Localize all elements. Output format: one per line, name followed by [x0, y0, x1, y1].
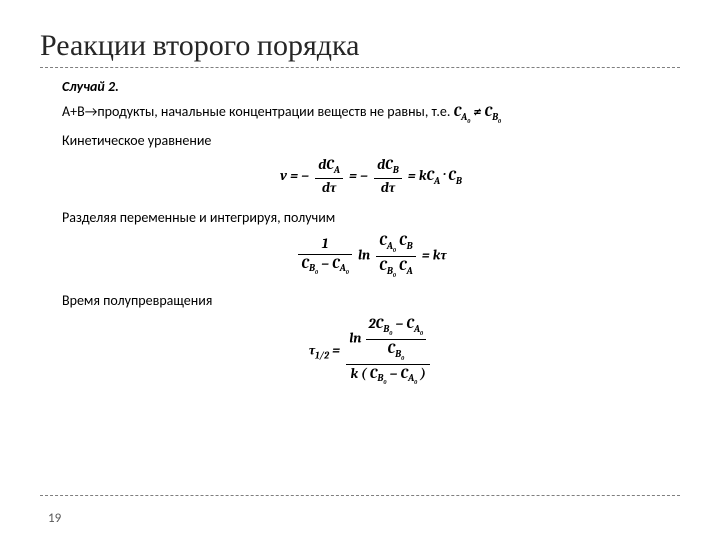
case-label: Случай 2.: [62, 78, 680, 97]
divider-top: [40, 67, 680, 68]
reaction-text: А+В→продукты, начальные концентрации вещ…: [62, 103, 454, 120]
integrate-label: Разделяя переменные и интегрируя, получи…: [62, 209, 680, 228]
slide-title: Реакции второго порядка: [40, 28, 680, 63]
slide-body: Случай 2. А+В→продукты, начальные концен…: [40, 78, 680, 387]
halflife-label: Время полупревращения: [62, 292, 680, 311]
kinetic-eq-label: Кинетическое уравнение: [62, 132, 680, 151]
page-number: 19: [48, 511, 61, 526]
equation-1: v = − dCA dτ = − dCB dτ = kCA · CB: [62, 157, 680, 196]
equation-2: 1 CB0 − CA0 ln CA0 CB CB0 CA = kτ: [62, 233, 680, 279]
equation-3: τ1/2 = ln 2CB0 − CA0 CB0: [62, 316, 680, 387]
reaction-line: А+В→продукты, начальные концентрации вещ…: [62, 103, 680, 126]
divider-bottom: [40, 495, 680, 496]
slide: Реакции второго порядка Случай 2. А+В→пр…: [0, 0, 720, 540]
inline-inequality: CA0 ≠ CB0: [454, 103, 502, 120]
